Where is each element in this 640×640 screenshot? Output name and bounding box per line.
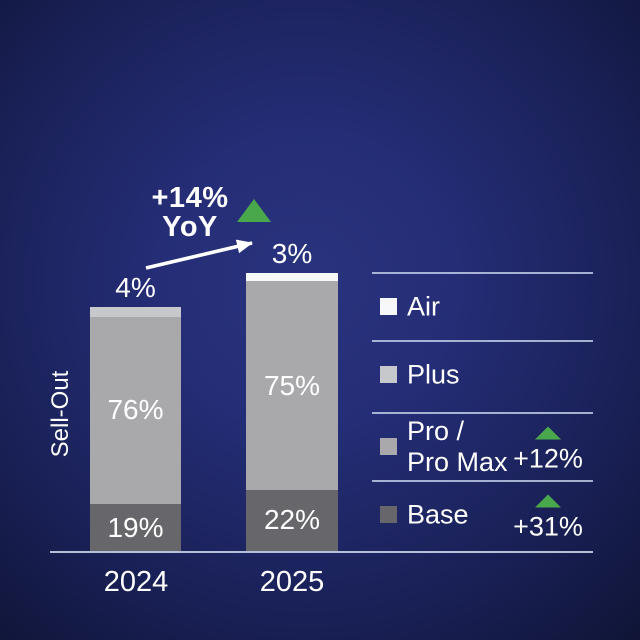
bar-segment-label: 4% xyxy=(115,271,156,303)
bar-segment-2025-air xyxy=(246,273,338,282)
legend-label: Base xyxy=(407,499,469,530)
bar-segment-label: 3% xyxy=(271,238,313,269)
x-axis-label-2024: 2024 xyxy=(103,566,169,598)
legend-label-line2: Pro Max xyxy=(407,447,508,477)
legend-delta-value: +31% xyxy=(513,511,583,542)
legend-swatch-base xyxy=(380,506,397,523)
yoy-growth-annotation: +14% YoY xyxy=(129,184,251,242)
bar-segment-label: 22% xyxy=(263,504,321,536)
bar-segment-label: 19% xyxy=(107,511,164,543)
bar-segment-2024-pro: 76% xyxy=(90,316,181,505)
up-triangle-icon xyxy=(535,424,561,440)
growth-up-triangle-icon xyxy=(237,196,271,222)
legend-label-line1: Pro / xyxy=(407,416,465,446)
x-axis-label-2025: 2025 xyxy=(259,566,325,598)
legend-item-air: Air xyxy=(372,273,593,341)
bar-segment-2024-plus xyxy=(90,306,181,317)
y-axis-label: Sell-Out xyxy=(47,370,74,458)
bar-segment-2025-pro: 75% xyxy=(246,281,338,490)
legend-delta-base: +31% xyxy=(513,492,583,543)
legend-swatch-plus xyxy=(380,366,397,383)
legend-divider xyxy=(372,412,593,414)
legend-label: Air xyxy=(407,291,440,322)
legend-label: Pro / Pro Max xyxy=(407,416,508,478)
legend-swatch-pro xyxy=(380,438,397,455)
legend-divider xyxy=(372,272,593,274)
bar-segment-2025-base: 22% xyxy=(246,489,338,551)
up-triangle-icon xyxy=(535,492,561,508)
legend-divider xyxy=(372,480,593,482)
legend-delta-pro: +12% xyxy=(513,424,583,475)
yoy-growth-period: YoY xyxy=(162,211,218,243)
legend-delta-value: +12% xyxy=(513,443,583,474)
legend-item-base: Base +31% xyxy=(372,481,593,549)
legend-item-plus: Plus xyxy=(372,341,593,409)
legend-divider xyxy=(372,340,593,342)
bar-segment-label: 75% xyxy=(263,369,321,401)
x-axis-line xyxy=(50,551,593,553)
legend-label: Plus xyxy=(407,359,460,390)
legend-swatch-air xyxy=(380,298,397,315)
yoy-growth-value: +14% xyxy=(151,182,229,214)
legend-item-pro-promax: Pro / Pro Max +12% xyxy=(372,413,593,481)
bar-segment-2024-base: 19% xyxy=(90,504,181,551)
bar-segment-label: 76% xyxy=(107,394,164,426)
